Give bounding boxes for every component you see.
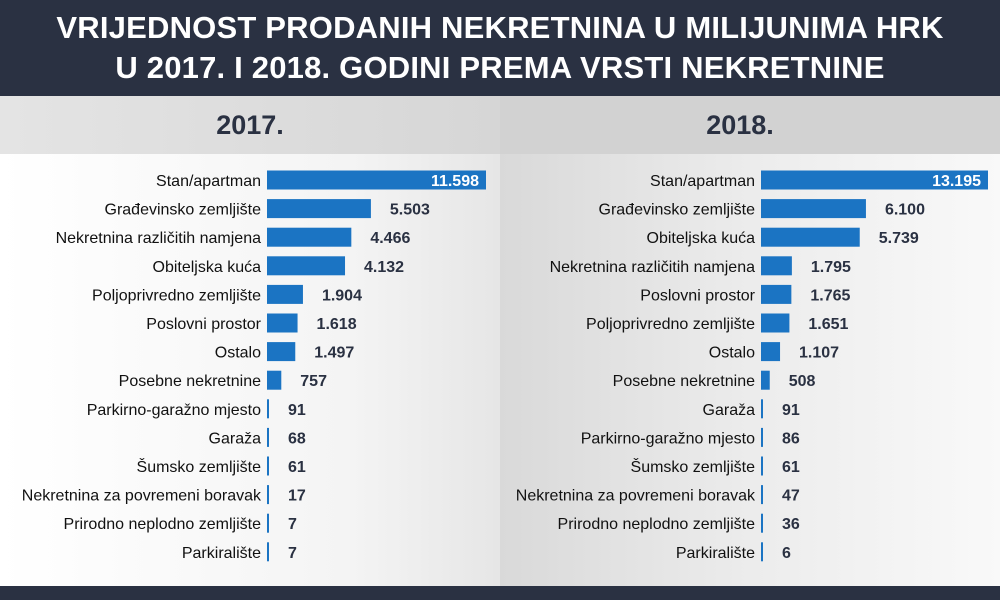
category-label: Garaža <box>209 430 262 447</box>
category-label: Obiteljska kuća <box>153 259 262 276</box>
bar <box>761 456 763 476</box>
bar <box>761 513 763 533</box>
bar <box>761 256 792 276</box>
bar <box>761 170 988 190</box>
value-label: 1.618 <box>317 316 357 333</box>
year-band-2018: 2018. <box>500 96 1000 154</box>
value-label: 36 <box>782 516 800 533</box>
category-label: Ostalo <box>709 345 755 362</box>
bar <box>267 199 371 219</box>
title-line-2: U 2017. I 2018. GODINI PREMA VRSTI NEKRE… <box>115 50 885 85</box>
category-label: Poljoprivredno zemljište <box>586 316 755 333</box>
value-label: 7 <box>288 545 297 562</box>
category-label: Poslovni prostor <box>640 287 755 304</box>
value-label: 17 <box>288 488 306 505</box>
category-label: Šumsko zemljište <box>137 457 262 476</box>
footer-bar <box>0 586 1000 600</box>
value-label: 61 <box>782 459 800 476</box>
bar <box>761 284 792 304</box>
category-label: Posebne nekretnine <box>613 373 755 390</box>
category-label: Obiteljska kuća <box>647 230 756 247</box>
category-label: Stan/apartman <box>156 173 261 190</box>
value-label: 4.132 <box>364 259 404 276</box>
category-label: Prirodno neplodno zemljište <box>558 516 756 533</box>
bar <box>761 542 763 562</box>
value-label: 91 <box>782 402 800 419</box>
bar <box>267 342 296 362</box>
category-label: Ostalo <box>215 345 261 362</box>
value-label: 6.100 <box>885 202 925 219</box>
bar <box>761 399 763 419</box>
value-label: 1.107 <box>799 345 839 362</box>
bar <box>267 399 269 419</box>
bar <box>761 199 866 219</box>
category-label: Parkiralište <box>676 545 755 562</box>
panel-2018: 2018. Stan/apartman 13.195 Građevinsko zem… <box>500 96 1000 586</box>
category-label: Parkirno-garažno mjesto <box>87 402 261 419</box>
title-banner: VRIJEDNOST PRODANIH NEKRETNINA U MILIJUN… <box>0 0 1000 96</box>
value-label: 61 <box>288 459 306 476</box>
category-label: Stan/apartman <box>650 173 755 190</box>
bar <box>267 370 282 390</box>
bar <box>267 313 298 333</box>
value-label: 757 <box>300 373 327 390</box>
year-band-2017: 2017. <box>0 96 500 154</box>
bar <box>761 342 781 362</box>
bar <box>267 170 486 190</box>
value-label: 5.503 <box>390 202 430 219</box>
category-label: Posebne nekretnine <box>119 373 261 390</box>
year-label-2018: 2018. <box>706 110 774 140</box>
year-label-2017: 2017. <box>216 110 284 140</box>
bar <box>267 227 352 247</box>
bar <box>761 427 763 447</box>
category-label: Nekretnina za povremeni boravak <box>22 488 262 505</box>
value-label: 6 <box>782 545 791 562</box>
bar <box>267 284 303 304</box>
bar <box>267 427 269 447</box>
bar-chart-2018: Stan/apartman 13.195 Građevinsko zemljište… <box>516 170 988 562</box>
value-label: 11.598 <box>431 173 479 190</box>
value-label: 47 <box>782 488 800 505</box>
bar <box>761 485 763 505</box>
category-label: Nekretnina različitih namjena <box>56 230 262 247</box>
bar <box>267 542 269 562</box>
value-label: 86 <box>782 430 800 447</box>
bar <box>761 227 860 247</box>
category-label: Parkiralište <box>182 545 261 562</box>
bar <box>761 313 790 333</box>
value-label: 1.497 <box>314 345 354 362</box>
category-label: Građevinsko zemljište <box>105 202 262 219</box>
bar <box>267 456 269 476</box>
category-label: Garaža <box>703 402 756 419</box>
value-label: 7 <box>288 516 297 533</box>
value-label: 1.765 <box>810 287 850 304</box>
bar <box>761 370 770 390</box>
category-label: Nekretnina za povremeni boravak <box>516 488 756 505</box>
bar <box>267 256 346 276</box>
category-label: Poljoprivredno zemljište <box>92 287 261 304</box>
value-label: 68 <box>288 430 306 447</box>
title-line-1: VRIJEDNOST PRODANIH NEKRETNINA U MILIJUN… <box>56 10 944 45</box>
category-label: Poslovni prostor <box>146 316 261 333</box>
value-label: 1.904 <box>322 287 362 304</box>
category-label: Parkirno-garažno mjesto <box>581 430 755 447</box>
category-label: Građevinsko zemljište <box>599 202 756 219</box>
bar-chart-2017: Stan/apartman 11.598 Građevinsko zemljište… <box>22 170 486 562</box>
value-label: 4.466 <box>370 230 410 247</box>
value-label: 13.195 <box>932 173 981 190</box>
bar <box>267 485 269 505</box>
value-label: 5.739 <box>879 230 919 247</box>
category-label: Nekretnina različitih namjena <box>550 259 756 276</box>
value-label: 91 <box>288 402 306 419</box>
panel-2017: 2017. Stan/apartman 11.598 Građevinsko zem… <box>0 96 500 586</box>
bar <box>267 513 269 533</box>
value-label: 508 <box>789 373 816 390</box>
value-label: 1.795 <box>811 259 851 276</box>
value-label: 1.651 <box>808 316 848 333</box>
category-label: Šumsko zemljište <box>631 457 756 476</box>
category-label: Prirodno neplodno zemljište <box>64 516 262 533</box>
